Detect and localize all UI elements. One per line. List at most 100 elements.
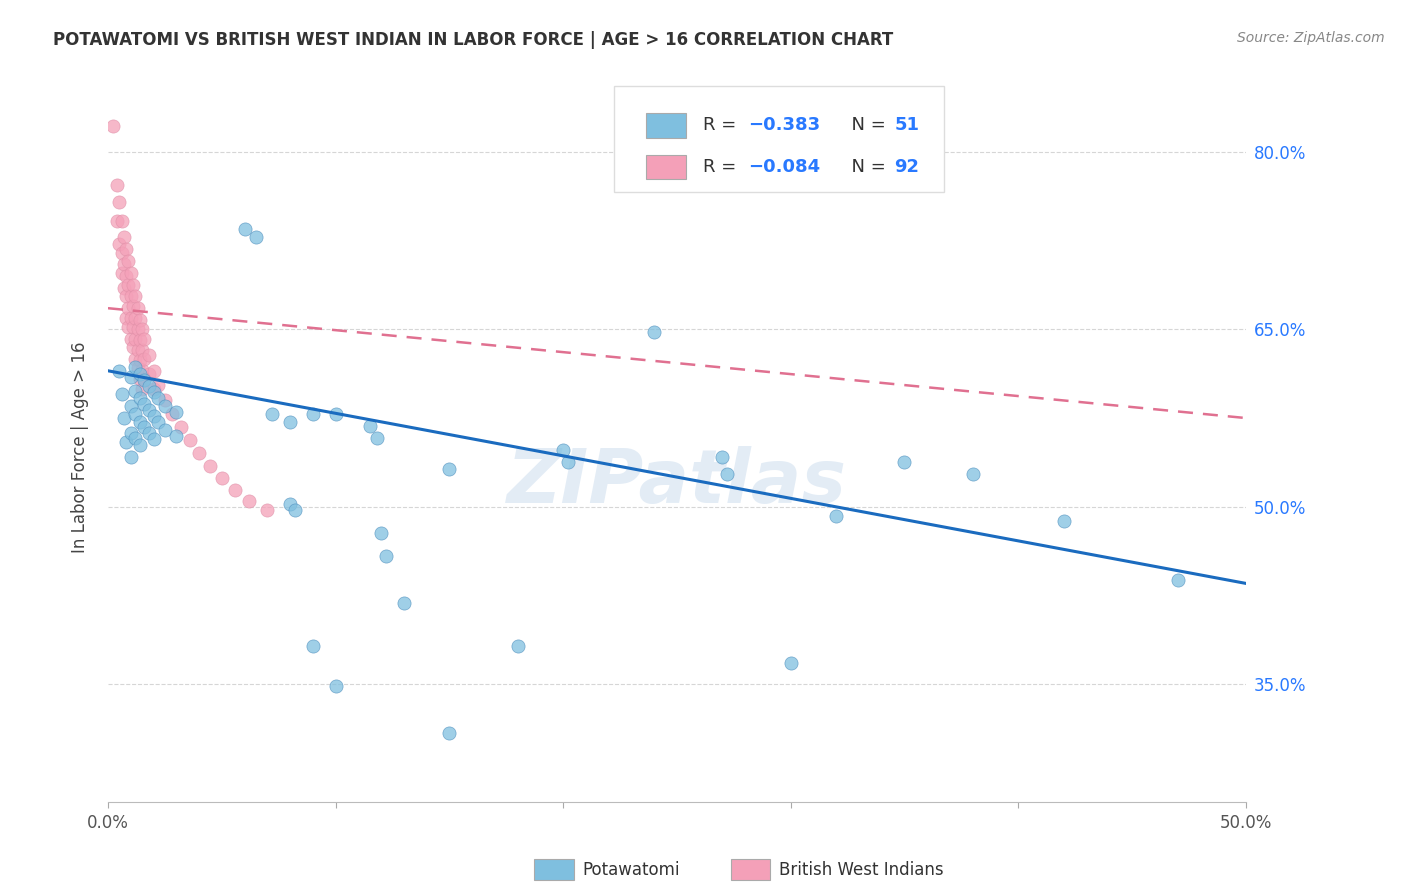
Point xyxy=(115,289,138,303)
Point xyxy=(124,310,146,325)
Point xyxy=(120,332,142,346)
Text: −0.383: −0.383 xyxy=(748,117,821,135)
Point xyxy=(117,254,139,268)
Point xyxy=(134,332,156,346)
FancyBboxPatch shape xyxy=(647,154,686,179)
Point xyxy=(122,277,145,292)
Point xyxy=(122,320,145,334)
Point xyxy=(392,597,415,611)
Text: Source: ZipAtlas.com: Source: ZipAtlas.com xyxy=(1237,31,1385,45)
Point xyxy=(111,214,134,228)
Point xyxy=(105,214,128,228)
Y-axis label: In Labor Force | Age > 16: In Labor Force | Age > 16 xyxy=(72,342,89,553)
Point xyxy=(127,361,149,376)
Point xyxy=(138,348,160,362)
Point xyxy=(122,340,145,354)
Point xyxy=(138,379,160,393)
Point xyxy=(506,639,529,653)
Point xyxy=(711,450,734,464)
Point xyxy=(146,391,169,405)
Point xyxy=(301,639,323,653)
Point xyxy=(112,258,135,272)
Point xyxy=(138,402,160,417)
Point xyxy=(716,467,738,481)
Point xyxy=(179,434,201,448)
Point xyxy=(153,423,176,437)
Text: Potawatomi: Potawatomi xyxy=(582,861,679,879)
Point xyxy=(238,493,260,508)
Point xyxy=(120,399,142,413)
Text: ZIPatlas: ZIPatlas xyxy=(508,447,846,519)
Point xyxy=(146,415,169,429)
Point xyxy=(142,385,165,400)
Point xyxy=(233,222,256,236)
Point xyxy=(643,325,665,339)
Point xyxy=(134,351,156,366)
Point xyxy=(170,420,193,434)
Point xyxy=(120,369,142,384)
Point xyxy=(439,462,461,476)
Point xyxy=(120,310,142,325)
Point xyxy=(134,372,156,386)
Point xyxy=(370,525,392,540)
Point xyxy=(127,301,149,316)
Point xyxy=(128,391,150,405)
Point xyxy=(120,289,142,303)
Point xyxy=(160,408,183,422)
Point xyxy=(124,360,146,375)
Point xyxy=(108,237,131,252)
Text: POTAWATOMI VS BRITISH WEST INDIAN IN LABOR FORCE | AGE > 16 CORRELATION CHART: POTAWATOMI VS BRITISH WEST INDIAN IN LAB… xyxy=(53,31,894,49)
Point xyxy=(962,467,984,481)
Text: 51: 51 xyxy=(894,117,920,135)
Point xyxy=(124,384,146,398)
Point xyxy=(374,549,396,564)
Point xyxy=(134,373,156,387)
Point xyxy=(138,426,160,441)
Point xyxy=(120,426,142,441)
Point xyxy=(117,301,139,316)
Point xyxy=(115,310,138,325)
Point xyxy=(128,368,150,382)
Point xyxy=(115,269,138,284)
Point xyxy=(134,397,156,411)
Point xyxy=(131,362,153,376)
Point xyxy=(142,409,165,423)
Point xyxy=(111,245,134,260)
Point xyxy=(128,333,150,347)
Point xyxy=(112,281,135,295)
Point xyxy=(128,313,150,327)
Point xyxy=(1053,514,1076,528)
Point xyxy=(105,178,128,193)
Point xyxy=(127,343,149,357)
Point xyxy=(825,509,848,524)
Point xyxy=(779,656,801,670)
Point xyxy=(146,378,169,392)
Point xyxy=(439,726,461,740)
Point xyxy=(359,419,381,434)
Point xyxy=(893,455,915,469)
Point xyxy=(124,289,146,303)
Point xyxy=(117,277,139,292)
Point xyxy=(153,393,176,408)
Point xyxy=(557,455,579,469)
Point xyxy=(131,343,153,357)
Point xyxy=(256,503,278,517)
Point xyxy=(211,471,233,485)
Text: R =: R = xyxy=(703,158,742,176)
Point xyxy=(134,420,156,434)
Point xyxy=(142,364,165,378)
Point xyxy=(108,194,131,209)
Point xyxy=(165,429,187,443)
Point xyxy=(124,332,146,346)
Point xyxy=(120,450,142,464)
Point xyxy=(553,442,575,457)
Point xyxy=(325,408,347,422)
Point xyxy=(325,679,347,693)
Point xyxy=(124,408,146,422)
Point xyxy=(117,320,139,334)
Point xyxy=(142,432,165,446)
Point xyxy=(224,483,246,497)
Point xyxy=(128,438,150,452)
Point xyxy=(131,382,153,396)
Point xyxy=(200,459,222,474)
